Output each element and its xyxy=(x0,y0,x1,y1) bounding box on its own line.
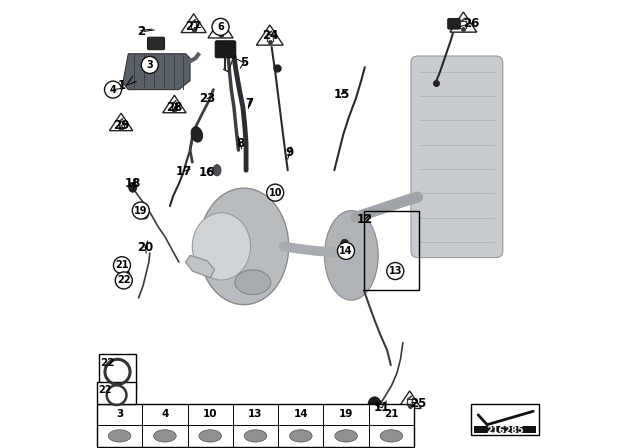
Ellipse shape xyxy=(191,127,203,142)
Circle shape xyxy=(113,257,131,274)
Text: 22: 22 xyxy=(100,358,115,368)
Text: 9: 9 xyxy=(285,146,294,159)
Polygon shape xyxy=(109,113,132,131)
Text: 15: 15 xyxy=(333,87,349,101)
Bar xyxy=(474,426,536,433)
Text: 27: 27 xyxy=(186,20,202,34)
Text: 4: 4 xyxy=(161,409,168,419)
Text: 24: 24 xyxy=(262,29,278,43)
Text: 28: 28 xyxy=(166,101,182,114)
Polygon shape xyxy=(450,12,477,32)
Text: 3: 3 xyxy=(147,60,153,70)
Text: 8: 8 xyxy=(236,137,244,150)
Polygon shape xyxy=(123,54,190,90)
Ellipse shape xyxy=(123,270,130,278)
Ellipse shape xyxy=(193,213,251,280)
Text: 19: 19 xyxy=(339,409,353,419)
Bar xyxy=(472,404,539,435)
Text: 21: 21 xyxy=(115,260,129,270)
Text: 21: 21 xyxy=(384,409,399,419)
Text: 29: 29 xyxy=(113,119,129,132)
Circle shape xyxy=(115,272,132,289)
Polygon shape xyxy=(398,391,421,409)
Ellipse shape xyxy=(213,165,221,176)
Ellipse shape xyxy=(368,397,381,414)
Polygon shape xyxy=(186,255,215,278)
Text: 14: 14 xyxy=(294,409,308,419)
Ellipse shape xyxy=(108,430,131,442)
Text: 18: 18 xyxy=(125,177,141,190)
Polygon shape xyxy=(181,14,206,33)
Circle shape xyxy=(104,81,122,98)
Ellipse shape xyxy=(154,430,176,442)
Circle shape xyxy=(337,242,355,259)
Text: 4: 4 xyxy=(109,85,116,95)
Ellipse shape xyxy=(324,211,378,300)
Circle shape xyxy=(132,202,149,219)
Text: 5: 5 xyxy=(240,56,248,69)
Bar xyxy=(97,404,414,447)
Ellipse shape xyxy=(129,182,137,192)
Ellipse shape xyxy=(380,430,403,442)
Polygon shape xyxy=(257,25,284,45)
FancyBboxPatch shape xyxy=(411,56,503,258)
Text: 23: 23 xyxy=(199,92,215,105)
Text: 6: 6 xyxy=(217,22,224,32)
Bar xyxy=(364,211,419,290)
Text: 22: 22 xyxy=(99,385,112,395)
Text: 16: 16 xyxy=(199,166,215,179)
Circle shape xyxy=(212,18,229,35)
Bar xyxy=(97,382,136,404)
Text: 11: 11 xyxy=(374,401,390,414)
Text: 10: 10 xyxy=(268,188,282,198)
Ellipse shape xyxy=(235,270,271,295)
Text: 3: 3 xyxy=(116,409,123,419)
Circle shape xyxy=(267,184,284,201)
Text: 14: 14 xyxy=(339,246,353,256)
Text: 216285: 216285 xyxy=(486,426,524,435)
Circle shape xyxy=(141,56,158,73)
Polygon shape xyxy=(163,95,186,113)
Text: 13: 13 xyxy=(248,409,263,419)
FancyBboxPatch shape xyxy=(448,18,460,29)
Ellipse shape xyxy=(199,188,289,305)
Text: 7: 7 xyxy=(245,96,253,110)
Ellipse shape xyxy=(244,430,267,442)
Text: 10: 10 xyxy=(203,409,218,419)
Text: 25: 25 xyxy=(410,396,427,410)
Text: 1: 1 xyxy=(118,78,126,92)
Bar xyxy=(99,354,136,390)
Ellipse shape xyxy=(289,430,312,442)
Text: 26: 26 xyxy=(463,17,479,30)
Text: 22: 22 xyxy=(117,276,131,285)
Text: 17: 17 xyxy=(176,164,192,178)
Text: 19: 19 xyxy=(134,206,148,215)
Text: 13: 13 xyxy=(388,266,402,276)
Text: 2: 2 xyxy=(137,25,145,38)
Ellipse shape xyxy=(335,430,358,442)
Text: 12: 12 xyxy=(356,213,373,226)
Ellipse shape xyxy=(140,209,148,219)
Circle shape xyxy=(387,263,404,280)
FancyBboxPatch shape xyxy=(148,37,164,50)
Polygon shape xyxy=(208,19,233,38)
Ellipse shape xyxy=(199,430,221,442)
Ellipse shape xyxy=(340,239,349,249)
FancyBboxPatch shape xyxy=(215,41,236,58)
Text: 20: 20 xyxy=(137,241,154,254)
